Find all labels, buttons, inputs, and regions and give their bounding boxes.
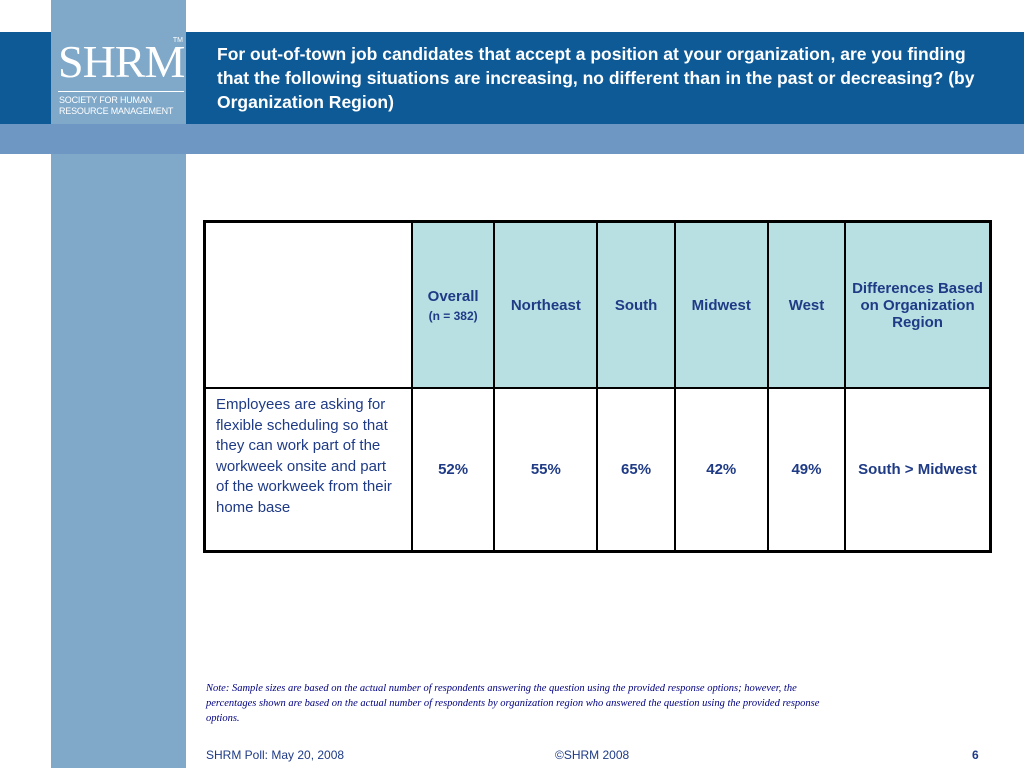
header-blank-cell (203, 220, 414, 389)
logo-rule (58, 91, 184, 92)
footnote: Note: Sample sizes are based on the actu… (206, 683, 820, 724)
column-header-overall: Overall (n = 382) (411, 220, 496, 389)
footer-source: SHRM Poll: May 20, 2008 (206, 748, 345, 762)
column-header-northeast: Northeast (493, 220, 599, 389)
cell-overall: 52% (411, 387, 496, 553)
shrm-logo: SHRM TM Society for Human Resource Manag… (51, 32, 186, 124)
column-header-south: South (596, 220, 676, 389)
cell-south: 65% (596, 387, 676, 553)
row-label: Employees are asking for flexible schedu… (203, 387, 414, 553)
results-table: Overall (n = 382) Northeast South Midwes… (203, 220, 992, 553)
cell-west: 49% (766, 387, 847, 553)
logo-box: SHRM TM Society for Human Resource Manag… (53, 35, 185, 121)
cell-differences: South > Midwest (844, 387, 992, 553)
cell-midwest: 42% (673, 387, 769, 553)
logo-trademark: TM (172, 37, 183, 44)
footer-copyright: ©SHRM 2008 (555, 748, 630, 762)
logo-wordmark: SHRM (58, 36, 185, 87)
table-header-row: Overall (n = 382) Northeast South Midwes… (203, 220, 992, 389)
column-header-west: West (766, 220, 847, 389)
column-header-differences: Differences Based on Organization Region (844, 220, 992, 389)
page-number: 6 (972, 748, 979, 762)
sample-size-note: (n = 382) (428, 308, 478, 323)
column-header-midwest: Midwest (673, 220, 769, 389)
cell-northeast: 55% (493, 387, 599, 553)
slide-title: For out-of-town job candidates that acce… (217, 44, 975, 112)
header-sub-band (0, 124, 1024, 154)
column-header-label: Overall (427, 287, 479, 305)
logo-tagline: Society for Human Resource Management (59, 95, 174, 116)
table-row: Employees are asking for flexible schedu… (203, 387, 992, 553)
